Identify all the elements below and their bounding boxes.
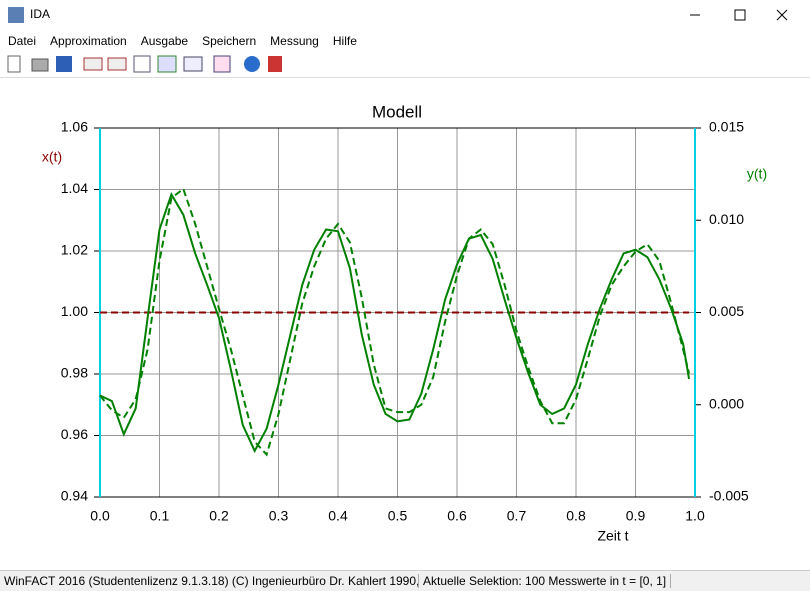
chart-group: Modell x(t) y(t) Zeit t 0.0 0.1 0.2 0.3 0.4 0… [42, 102, 767, 543]
y-axis-label: x(t) [42, 149, 62, 165]
title-bar: IDA [0, 0, 810, 30]
x-axis-label: Zeit t [597, 528, 628, 544]
y-tick-label: 1.04 [61, 180, 88, 196]
title-bar-graphics: IDA [8, 7, 788, 23]
status-field: WinFACT 2016 (Studentenlizenz 9.1.3.18) … [0, 574, 419, 588]
x-tick-label: 0.9 [626, 508, 646, 524]
y2-tick-label: -0.005 [709, 488, 749, 504]
y-tick-label: 0.94 [61, 488, 88, 504]
plot-button[interactable] [157, 55, 177, 73]
menu-item[interactable]: Approximation [50, 33, 127, 48]
x-tick-label: 0.8 [566, 508, 586, 524]
y-tick-label: 1.00 [61, 303, 88, 319]
x-tick-label: 1.0 [685, 508, 705, 524]
status-field: Aktuelle Selektion: 100 Messwerte in t =… [419, 574, 672, 588]
x-tick-label: 0.6 [447, 508, 467, 524]
maximize-button[interactable] [734, 9, 746, 21]
x-tick-label: 0.7 [507, 508, 527, 524]
cursor-button[interactable] [133, 55, 151, 73]
series-line [99, 187, 691, 457]
save-button[interactable] [56, 56, 72, 72]
menu-item[interactable]: Datei [8, 33, 37, 48]
edit-button[interactable] [213, 55, 231, 73]
status-bar: WinFACT 2016 (Studentenlizenz 9.1.3.18) … [0, 570, 810, 591]
x-tick-label: 0.3 [269, 508, 289, 524]
y-tick-label: 0.98 [61, 365, 88, 381]
y2-tick-label: 0.000 [709, 395, 744, 411]
y-tick-label: 1.02 [61, 242, 88, 258]
export-button[interactable] [107, 57, 127, 71]
y2-tick-label: 0.015 [709, 119, 744, 135]
menu-item[interactable]: Hilfe [332, 33, 357, 48]
x-tick-label: 0.1 [150, 508, 170, 524]
chart-title: Modell [372, 102, 422, 121]
menu-bar: Datei Approximation Ausgabe Speichern Messun… [0, 30, 810, 51]
y2-axis-label: y(t) [747, 166, 767, 182]
x-tick-label: 0.0 [90, 508, 110, 524]
toolbar [0, 51, 810, 78]
y2-tick-label: 0.005 [709, 303, 744, 319]
menu-item[interactable]: Ausgabe [140, 33, 189, 48]
x-tick-label: 0.2 [209, 508, 229, 524]
import-button[interactable] [83, 57, 103, 71]
x-tick-label: 0.4 [328, 508, 348, 524]
y-tick-label: 1.06 [61, 119, 88, 135]
exit-button[interactable] [268, 56, 282, 72]
menu-item[interactable]: Messung [270, 33, 319, 48]
toolbar-icons [7, 55, 282, 73]
print-button[interactable] [31, 58, 49, 72]
new-button[interactable] [7, 55, 21, 73]
y-tick-label: 0.96 [61, 426, 88, 442]
help-button[interactable] [244, 56, 260, 72]
close-button[interactable] [776, 9, 788, 21]
x-tick-label: 0.5 [388, 508, 408, 524]
series-line [99, 192, 691, 454]
menu-item[interactable]: Speichern [202, 33, 257, 48]
app-icon [8, 7, 24, 23]
chart: Modell x(t) y(t) Zeit t 0.0 0.1 0.2 0.3 0.4 0… [42, 102, 767, 543]
y2-tick-label: 0.010 [709, 211, 744, 227]
window-button[interactable] [183, 56, 203, 72]
window-title: IDA [30, 7, 50, 21]
